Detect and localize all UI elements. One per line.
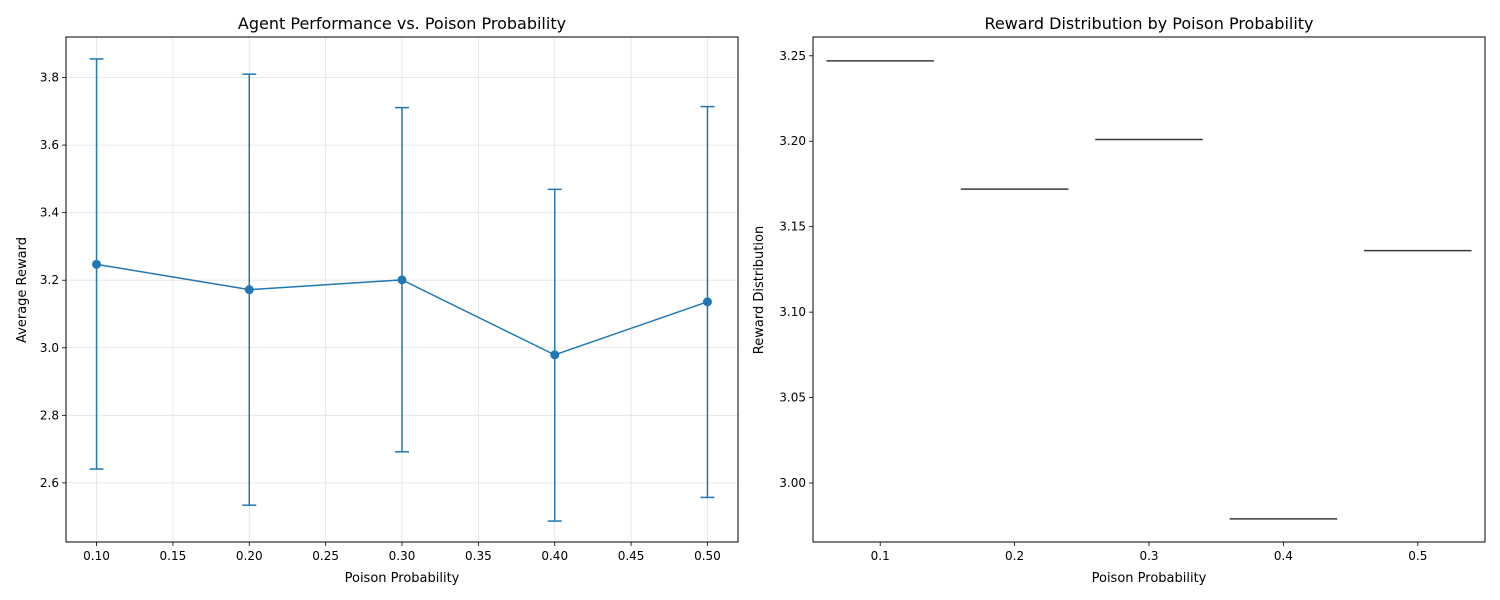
right-chart-y-tick-label: 3.20	[779, 134, 806, 148]
data-point	[702, 297, 712, 307]
right-chart-marks	[826, 60, 1472, 520]
right-chart-x-axis-label: Poison Probability	[1092, 571, 1207, 586]
right-chart-x-tick-label: 0.1	[871, 549, 890, 563]
left-chart-x-tick-label: 0.30	[389, 549, 416, 563]
left-chart-x-ticks: 0.10 0.15 0.20 0.25 0.30 0.35 0.40 0.45 0.50	[83, 542, 721, 563]
left-chart-series	[89, 58, 715, 522]
right-chart-frame	[812, 36, 1486, 543]
right-chart-x-tick-label: 0.5	[1408, 549, 1427, 563]
left-chart: Agent Performance vs. Poison Probability…	[15, 14, 739, 586]
right-chart: Reward Distribution by Poison Probabilit…	[752, 14, 1486, 586]
right-chart-y-tick-label: 3.10	[779, 305, 806, 319]
right-chart-x-tick-label: 0.3	[1139, 549, 1158, 563]
right-chart-title: Reward Distribution by Poison Probabilit…	[984, 14, 1313, 33]
left-chart-y-axis-label: Average Reward	[15, 237, 30, 343]
left-chart-y-tick-label: 2.8	[40, 408, 59, 422]
left-chart-x-tick-label: 0.15	[160, 549, 187, 563]
left-chart-x-tick-label: 0.10	[83, 549, 110, 563]
right-chart-x-ticks: 0.1 0.2 0.3 0.4 0.5	[871, 542, 1427, 563]
data-point	[550, 350, 560, 360]
left-chart-y-tick-label: 3.6	[40, 138, 59, 152]
left-chart-x-tick-label: 0.20	[236, 549, 263, 563]
left-chart-x-tick-label: 0.35	[465, 549, 492, 563]
left-chart-y-tick-label: 3.0	[40, 341, 59, 355]
left-chart-x-tick-label: 0.25	[312, 549, 339, 563]
left-chart-title: Agent Performance vs. Poison Probability	[238, 14, 566, 33]
left-chart-x-axis-label: Poison Probability	[345, 571, 460, 586]
right-chart-y-tick-label: 3.05	[779, 391, 806, 405]
right-chart-x-tick-label: 0.4	[1274, 549, 1293, 563]
left-chart-y-tick-label: 3.8	[40, 71, 59, 85]
data-point	[397, 275, 407, 285]
left-chart-x-tick-label: 0.40	[541, 549, 568, 563]
left-chart-x-tick-label: 0.50	[694, 549, 721, 563]
left-chart-y-tick-label: 2.6	[40, 476, 59, 490]
right-chart-y-tick-label: 3.25	[779, 49, 806, 63]
right-chart-y-ticks: 3.00 3.05 3.10 3.15 3.20 3.25	[779, 49, 813, 490]
right-chart-y-axis-label: Reward Distribution	[752, 226, 767, 354]
right-chart-y-tick-label: 3.15	[779, 220, 806, 234]
left-chart-y-tick-label: 3.4	[40, 206, 59, 220]
left-chart-y-tick-label: 3.2	[40, 273, 59, 287]
left-chart-y-ticks: 2.6 2.8 3.0 3.2 3.4 3.6 3.8	[40, 71, 66, 490]
right-chart-y-tick-label: 3.00	[779, 476, 806, 490]
right-chart-x-tick-label: 0.2	[1005, 549, 1024, 563]
left-chart-x-tick-label: 0.45	[618, 549, 645, 563]
data-point	[92, 259, 102, 269]
data-point	[244, 285, 254, 295]
